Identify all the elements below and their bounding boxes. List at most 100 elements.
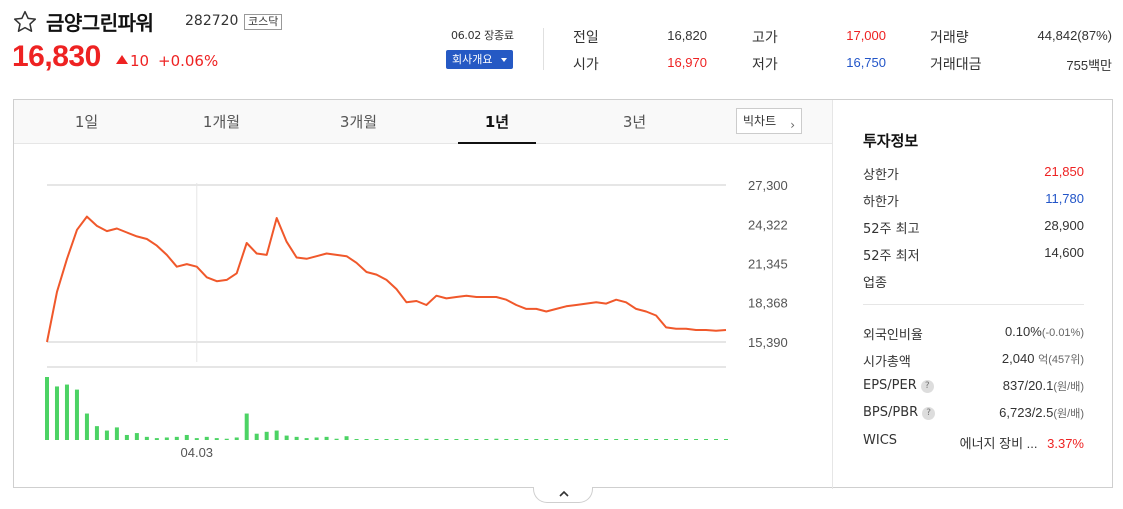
volume-bar [194,438,199,440]
wics-value[interactable]: 에너지 장비 ... 3.37% [960,433,1084,452]
volume-bar [584,439,589,440]
open-value: 16,970 [667,55,707,70]
volume-bar [624,439,629,440]
big-chart-button[interactable]: 빅차트 › [736,108,802,134]
market-cap-rank: (457위) [1048,354,1084,366]
volume-bar [514,439,519,440]
volume-bar [464,439,469,440]
volume-bar [694,439,699,440]
volume-bar [144,436,149,440]
market-badge: 코스닥 [244,14,283,30]
price-series-line [46,215,727,343]
volume-bar [424,438,429,440]
company-overview-button[interactable]: 회사개요 [446,50,513,69]
y-tick-label: 18,368 [748,296,788,311]
volume-bar [654,439,659,440]
y-tick-label: 21,345 [748,257,788,272]
volume-bar [294,436,299,440]
volume-bar [634,439,639,440]
volume-bar [64,384,69,440]
volume-bar [124,434,129,440]
volume-bar [274,430,279,440]
volume-value: 44,842(87%) [1037,28,1112,43]
bps-pbr-unit: (원/배) [1053,408,1084,420]
price-change-pct: +0.06% [158,52,219,70]
up-arrow-icon [116,55,128,64]
bps-pbr-value: 6,723/2.5(원/배) [999,405,1084,421]
x-tick-label: 04.03 [181,445,214,460]
favorite-star-icon[interactable] [12,9,38,35]
volume-bar [74,389,79,440]
w52-low-value: 14,600 [1044,245,1084,260]
w52-high-value: 28,900 [1044,218,1084,233]
volume-bar [374,439,379,440]
volume-bar [134,433,139,440]
volume-bar [114,427,119,440]
bps-pbr-label-text: BPS/PBR [863,405,919,420]
header-divider [543,28,544,70]
volume-bar [714,439,719,440]
eps-per-label: EPS/PER? [863,378,934,393]
current-price: 16,830 [12,40,101,73]
volume-bar [154,438,159,440]
low-value: 16,750 [846,55,886,70]
foreign-ratio-value: 0.10%(-0.01%) [1005,324,1084,339]
market-status: 06.02 장종료 [451,29,514,42]
market-cap-value: 2,040 억(457위) [1002,351,1084,367]
eps-per-value: 837/20.1(원/배) [1003,378,1084,394]
high-value: 17,000 [846,28,886,43]
volume-bar [234,437,239,440]
high-label: 고가 [752,30,778,46]
volume-bar [444,439,449,440]
w52-low-label: 52주 최저 [863,249,920,264]
industry-label: 업종 [863,276,887,291]
volume-bar [684,439,689,440]
tab-1d[interactable]: 1일 [74,113,99,131]
volume-bar [644,439,649,440]
volume-bar [54,386,59,440]
volume-bar [404,439,409,440]
volume-bar [304,438,309,440]
volume-bar [334,438,339,440]
volume-bar [394,439,399,440]
help-icon[interactable]: ? [920,380,934,393]
volume-bar [674,439,679,440]
volume-bar [474,439,479,440]
y-tick-label: 27,300 [748,178,788,193]
tab-1y[interactable]: 1년 [458,100,536,144]
period-tabs: 1일 1개월 3개월 1년 3년 빅차트 › [14,100,832,144]
collapse-button[interactable] [533,487,593,503]
wics-sector[interactable]: 에너지 장비 ... [959,436,1038,451]
volume-bar [384,439,389,440]
eps-per-label-text: EPS/PER [863,378,917,393]
company-overview-label: 회사개요 [452,53,493,66]
volume-bar [614,439,619,440]
prev-close-value: 16,820 [667,28,707,43]
chevron-right-icon: › [790,118,795,132]
volume-bar [604,439,609,440]
tab-1m[interactable]: 1개월 [202,113,241,131]
volume-bar [344,436,349,440]
info-separator [863,304,1084,305]
stock-code: 282720 [185,13,239,29]
volume-bar [594,439,599,440]
chevron-up-icon [559,490,569,497]
help-icon[interactable]: ? [922,407,936,420]
tab-3y[interactable]: 3년 [622,113,647,131]
volume-bar [434,439,439,440]
lower-limit-label: 하한가 [863,195,899,210]
volume-bar [564,439,569,440]
market-cap: 2,040 [1001,351,1035,366]
side-divider [832,100,833,489]
volume-bar [254,433,259,440]
volume-bar [704,439,709,440]
upper-limit-label: 상한가 [863,168,899,183]
volume-bar [204,436,209,440]
volume-bar [524,439,529,440]
volume-bar [84,413,89,440]
volume-bar [314,437,319,440]
stock-header: 금양그린파워 282720 코스닥 16,830 10 +0.06% 06.02… [0,0,1123,92]
tab-3m[interactable]: 3개월 [339,113,378,131]
big-chart-label: 빅차트 [743,114,777,128]
price-change: 10 [130,52,150,70]
